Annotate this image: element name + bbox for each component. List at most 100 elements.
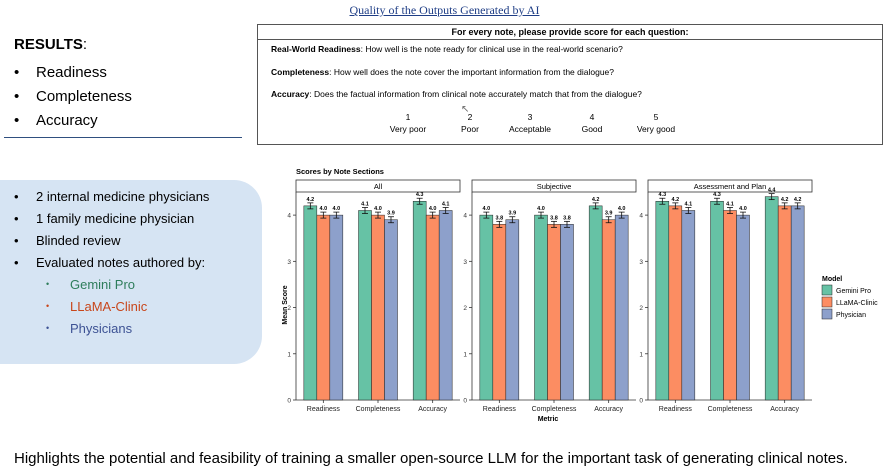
panel-strip [295,179,461,193]
y-tick-label: 2 [463,305,467,312]
bullet-icon: • [46,279,50,289]
chart-panel: All 0 1 2 3 4 Readiness 4.2 4.0 4.0 Completeness 4.… [287,179,461,413]
data-label: 4.0 [483,206,491,212]
author-label: LLaMA-Clinic [70,298,148,314]
footer-text: Highlights the potential and feasibility… [14,450,848,467]
bar [681,210,696,401]
questionnaire-box: For every note, please provide score for… [257,24,883,145]
data-label: 4.2 [307,197,315,203]
question-text: : Does the factual information from clin… [309,89,642,99]
reviewer-text: 1 family medicine physician [36,210,195,226]
divider [4,137,242,138]
bar [588,205,603,401]
data-label: 3.9 [387,211,395,217]
question-text: : How well is the note ready for clinica… [360,44,623,54]
question-term: Accuracy [271,89,310,99]
data-label: 4.1 [685,201,693,207]
bar [316,214,331,401]
y-tick-label: 4 [287,213,291,220]
bar [601,219,616,401]
bar [534,214,548,401]
chart-legend: Gemini Pro LLaMA-Clinic Physician [821,284,878,320]
data-label: 4.3 [659,192,667,198]
chart-title: Scores by Note Sections [296,167,384,176]
x-tick-label: Readiness [307,406,341,413]
y-tick-label: 1 [639,351,643,358]
chart-panels: All 0 1 2 3 4 Readiness 4.2 4.0 4.0 Completeness 4.… [287,179,813,413]
panel-strip [471,179,637,193]
y-tick-label: 1 [287,351,291,358]
legend-swatch [821,296,833,308]
scale-label: Good [581,124,603,134]
bar [790,205,805,401]
bar [668,205,683,401]
legend-label: Gemini Pro [836,288,871,295]
reviewer-item: • 2 internal medicine physicians [14,187,209,205]
panel-title: Assessment and Plan [694,182,767,191]
author-label: Gemini Pro [70,276,136,292]
question-readiness: Real-World Readiness: How well is the no… [271,44,623,54]
y-tick-label: 4 [639,213,643,220]
bullet-icon: • [14,254,19,270]
bullet-icon: • [14,188,19,204]
bar [438,210,453,401]
bullet-icon: • [46,301,50,311]
results-item: • Readiness [14,60,132,84]
data-label: 4.0 [537,206,545,212]
scale-label: Very good [636,124,676,134]
x-axis-title: Metric [538,416,559,423]
y-tick-label: 0 [287,398,291,405]
bar [614,214,629,401]
scale-label: Poor [461,124,479,134]
y-tick-label: 4 [463,213,467,220]
x-tick-label: Accuracy [418,406,447,413]
scale-option: 2 Poor [430,111,510,135]
legend-title: Model [822,276,842,283]
y-tick-label: 1 [463,351,467,358]
data-label: 3.9 [605,211,613,217]
chart-panel: Assessment and Plan 0 1 2 3 4 Readiness 4.3 4.2 4… [639,179,813,413]
legend-label: Physician [836,312,866,319]
data-label: 4.0 [618,206,626,212]
data-label: 4.3 [713,192,721,198]
scale-option: 5 Very good [616,111,696,135]
bar [303,205,318,401]
reviewer-item: • Blinded review [14,231,121,249]
y-tick-label: 0 [463,398,467,405]
x-tick-label: Completeness [532,406,577,413]
bullet-icon: • [14,111,20,129]
question-term: Real-World Readiness [271,44,361,54]
x-tick-label: Accuracy [770,406,799,413]
data-label: 3.8 [550,215,558,221]
scale-label: Acceptable [508,124,552,134]
results-item-label: Completeness [36,87,132,105]
y-tick-label: 3 [639,259,643,266]
panel-title: Subjective [537,182,572,191]
author-physicians: • Physicians [46,319,132,337]
y-tick-label: 3 [463,259,467,266]
scale-option: 1 Very poor [368,111,448,135]
bar [329,214,344,401]
scale-value: 5 [653,112,659,122]
data-label: 4.2 [672,197,680,203]
scale-option: 3 Acceptable [490,111,570,135]
reviewers-panel: • 2 internal medicine physicians • 1 famil… [0,180,262,364]
y-tick-label: 2 [639,305,643,312]
panel-title: All [374,182,383,191]
reviewer-text: 2 internal medicine physicians [36,188,210,204]
x-tick-label: Readiness [659,406,693,413]
legend-label: LLaMA-Clinic [836,300,878,307]
data-label: 3.9 [509,211,517,217]
x-tick-label: Readiness [483,406,517,413]
bar [764,196,779,401]
author-llama: • LLaMA-Clinic [46,297,147,315]
reviewer-text: Evaluated notes authored by: [36,254,206,270]
chart-panel: Subjective 0 1 2 3 4 Readiness 4.0 3.8 3.9 Complet… [463,179,637,413]
results-item: • Completeness [14,84,132,108]
data-label: 4.1 [442,201,450,207]
scale-value: 2 [467,112,473,122]
results-heading: RESULTS: [14,36,87,53]
bar [560,224,574,401]
data-label: 4.1 [726,201,734,207]
data-label: 3.8 [496,215,504,221]
